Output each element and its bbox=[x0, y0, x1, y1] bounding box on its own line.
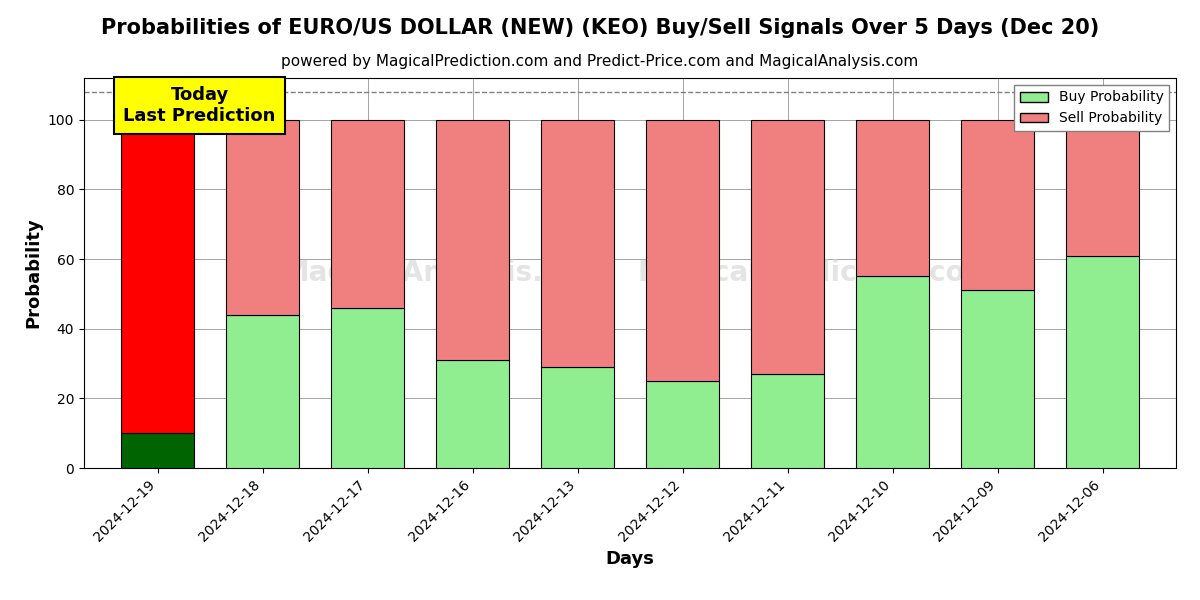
Text: MagicalPrediction.com: MagicalPrediction.com bbox=[637, 259, 994, 287]
Legend: Buy Probability, Sell Probability: Buy Probability, Sell Probability bbox=[1014, 85, 1169, 131]
Text: Probabilities of EURO/US DOLLAR (NEW) (KEO) Buy/Sell Signals Over 5 Days (Dec 20: Probabilities of EURO/US DOLLAR (NEW) (K… bbox=[101, 18, 1099, 38]
Bar bbox=[541, 367, 614, 468]
Bar bbox=[436, 120, 509, 360]
Bar bbox=[436, 360, 509, 468]
Text: MagicalAnalysis.com: MagicalAnalysis.com bbox=[281, 259, 607, 287]
X-axis label: Days: Days bbox=[606, 550, 654, 568]
Bar bbox=[856, 120, 929, 277]
Bar bbox=[121, 433, 194, 468]
Bar bbox=[331, 120, 404, 308]
Bar bbox=[751, 374, 824, 468]
Bar bbox=[226, 315, 299, 468]
Bar bbox=[541, 120, 614, 367]
Bar bbox=[961, 290, 1034, 468]
Bar bbox=[1066, 256, 1139, 468]
Bar bbox=[121, 120, 194, 433]
Text: powered by MagicalPrediction.com and Predict-Price.com and MagicalAnalysis.com: powered by MagicalPrediction.com and Pre… bbox=[281, 54, 919, 69]
Bar bbox=[646, 381, 719, 468]
Bar bbox=[856, 277, 929, 468]
Bar bbox=[226, 120, 299, 315]
Bar bbox=[646, 120, 719, 381]
Y-axis label: Probability: Probability bbox=[24, 218, 42, 328]
Bar bbox=[961, 120, 1034, 290]
Text: Today
Last Prediction: Today Last Prediction bbox=[124, 86, 276, 125]
Bar bbox=[331, 308, 404, 468]
Bar bbox=[751, 120, 824, 374]
Bar bbox=[1066, 120, 1139, 256]
